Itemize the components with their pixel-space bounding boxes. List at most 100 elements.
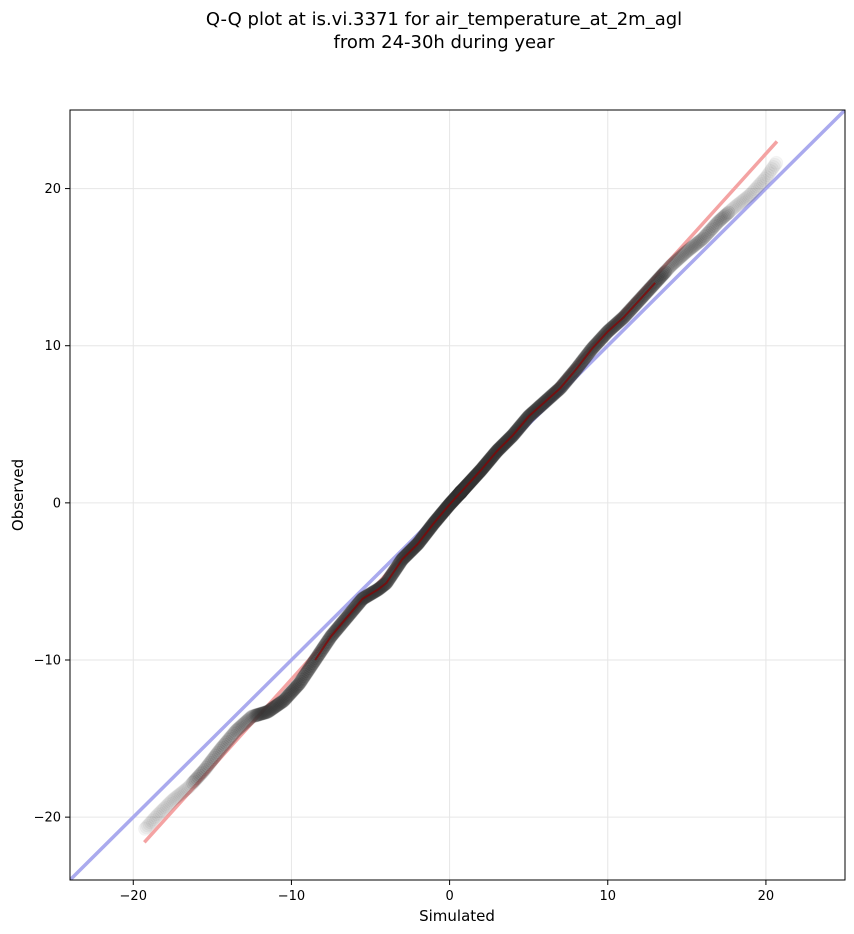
qq-point [274, 695, 289, 710]
qq-point [247, 708, 262, 723]
qq-point [748, 183, 762, 197]
qq-point [720, 206, 735, 221]
qq-point [676, 247, 691, 262]
qq-point [270, 697, 285, 712]
qq-point [185, 775, 200, 790]
qq-point [765, 162, 779, 176]
qq-point [735, 194, 749, 208]
qq-point [179, 782, 193, 796]
qq-point [255, 706, 270, 721]
qq-point [211, 745, 226, 760]
qq-point [244, 710, 259, 725]
qq-point [175, 786, 189, 800]
qq-point [240, 713, 255, 728]
qq-point [245, 709, 260, 724]
qq-point [150, 809, 164, 823]
qq-point [654, 268, 669, 283]
qq-point [738, 192, 752, 206]
qq-point [684, 240, 699, 255]
qq-point [231, 721, 246, 736]
qq-point [705, 221, 720, 236]
qq-point [290, 678, 305, 693]
qq-point [221, 732, 236, 747]
qq-point [250, 707, 265, 722]
qq-point [251, 707, 266, 722]
qq-point [298, 667, 313, 682]
qq-point [199, 760, 214, 775]
qq-point [154, 805, 168, 819]
qq-point [741, 190, 755, 204]
qq-point [734, 195, 748, 209]
qq-point [723, 204, 737, 218]
qq-point [168, 791, 182, 805]
qq-point [280, 689, 295, 704]
qq-point [138, 822, 152, 836]
qq-point [193, 766, 208, 781]
chart-title-line-1: Q-Q plot at is.vi.3371 for air_temperatu… [206, 9, 682, 30]
qq-point [204, 753, 219, 768]
qq-point [749, 181, 763, 195]
qq-point [200, 759, 215, 774]
qq-point [209, 747, 224, 762]
qq-point [727, 201, 741, 215]
qq-point [237, 715, 252, 730]
qq-point [694, 232, 709, 247]
qq-point [712, 213, 727, 228]
qq-point [675, 248, 690, 263]
qq-point [257, 705, 272, 720]
qq-point [276, 693, 291, 708]
qq-point [182, 780, 196, 794]
qq-point [733, 196, 747, 210]
qq-point [764, 164, 778, 178]
qq-point [679, 244, 694, 259]
qq-point [283, 686, 298, 701]
qq-point [172, 788, 186, 802]
qq-point [717, 209, 732, 224]
qq-point [207, 750, 222, 765]
qq-point [700, 226, 715, 241]
qq-point [674, 249, 689, 264]
qq-point [246, 709, 261, 724]
qq-point [653, 270, 668, 285]
qq-point [235, 717, 250, 732]
qq-point [249, 708, 264, 723]
qq-point [217, 737, 232, 752]
qq-point [714, 211, 729, 226]
y-tick-label: −10 [34, 654, 61, 669]
x-tick-label: 20 [758, 889, 775, 904]
qq-point [692, 234, 707, 249]
qq-point [157, 802, 171, 816]
qq-point [668, 254, 683, 269]
qq-point [148, 811, 162, 825]
qq-point [664, 258, 679, 273]
grid [70, 110, 845, 880]
qq-point [737, 193, 751, 207]
qq-point [282, 687, 297, 702]
qq-point [213, 742, 228, 757]
qq-point [230, 722, 245, 737]
qq-point [665, 257, 680, 272]
chart-title-line-2: from 24-30h during year [334, 32, 556, 53]
qq-point [289, 679, 304, 694]
qq-point [293, 674, 308, 689]
qq-point [166, 792, 180, 806]
qq-point [205, 752, 220, 767]
qq-point [301, 662, 316, 677]
qq-point [184, 777, 198, 791]
qq-point [226, 726, 241, 741]
qq-point [728, 200, 742, 214]
qq-point [188, 772, 203, 787]
qq-point [252, 707, 267, 722]
qq-point [225, 728, 240, 743]
qq-point [278, 691, 293, 706]
qq-point [716, 210, 731, 225]
qq-point [144, 815, 158, 829]
qq-point [212, 743, 227, 758]
qq-point [687, 238, 702, 253]
qq-point [291, 677, 306, 692]
qq-point [658, 264, 673, 279]
qq-point [180, 781, 194, 795]
qq-point [701, 225, 716, 240]
qq-point [260, 705, 275, 720]
